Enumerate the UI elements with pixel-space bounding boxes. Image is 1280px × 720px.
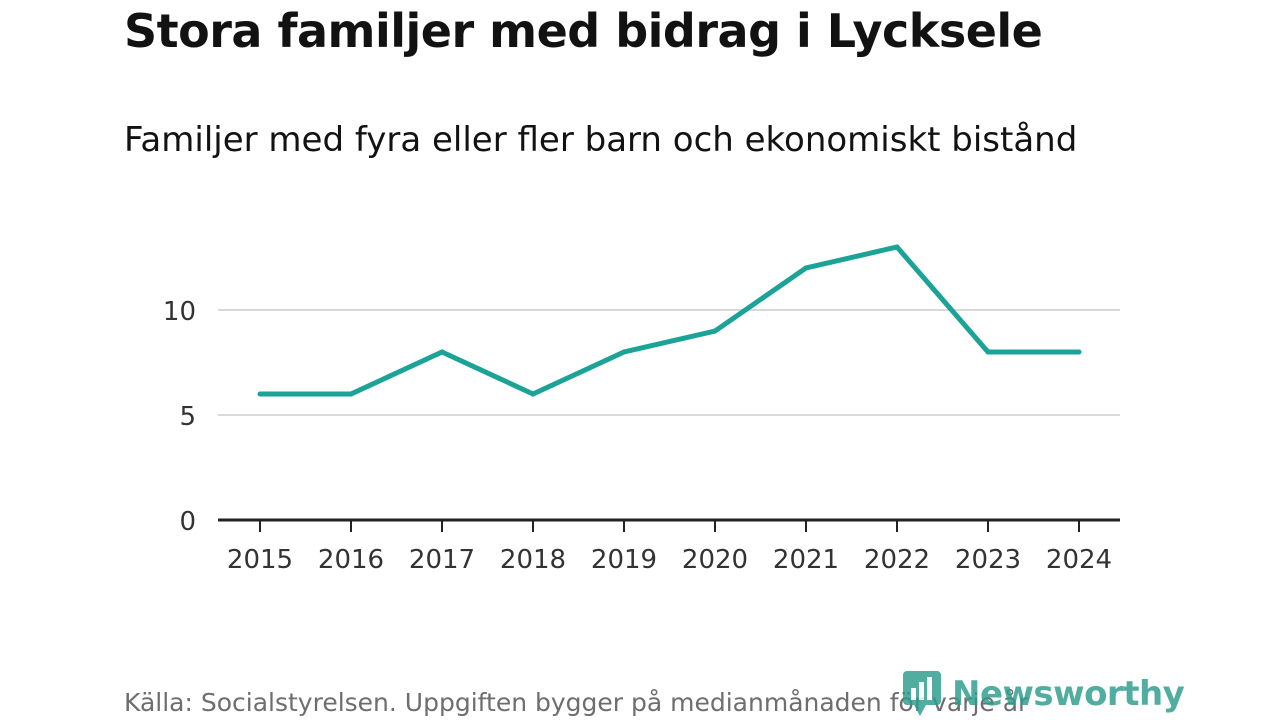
y-tick-label: 10	[163, 297, 196, 327]
y-tick-label: 5	[179, 402, 196, 432]
data-point	[530, 391, 536, 397]
x-tick-label: 2024	[1046, 545, 1112, 575]
gridlines	[218, 309, 1120, 416]
x-tick-label: 2017	[409, 545, 475, 575]
data-point	[621, 349, 627, 355]
x-tick-label: 2015	[227, 545, 293, 575]
x-tick-label: 2021	[773, 545, 839, 575]
data-point	[439, 349, 445, 355]
newsworthy-icon	[903, 671, 941, 716]
x-tick-label: 2023	[955, 545, 1021, 575]
x-tick-label: 2020	[682, 545, 748, 575]
source-note: Källa: Socialstyrelsen. Uppgiften bygger…	[124, 688, 1029, 717]
data-point	[894, 244, 900, 250]
data-point	[985, 349, 991, 355]
series-lines	[257, 244, 1082, 397]
x-tick-label: 2019	[591, 545, 657, 575]
data-point	[348, 391, 354, 397]
data-point	[712, 328, 718, 334]
data-point	[803, 265, 809, 271]
chart-title: Stora familjer med bidrag i Lycksele	[124, 4, 1043, 58]
brand-name: Newsworthy	[952, 674, 1185, 714]
x-axis-ticks: 2015 2016 2017 2018 2019 2020 2021 2022 2023 2024	[227, 520, 1112, 575]
chart-subtitle: Familjer med fyra eller fler barn och ek…	[124, 120, 1078, 160]
x-tick-label: 2018	[500, 545, 566, 575]
y-tick-label: 0	[179, 507, 196, 537]
data-point	[1076, 349, 1082, 355]
data-point	[257, 391, 263, 397]
x-tick-label: 2016	[318, 545, 384, 575]
x-tick-label: 2022	[864, 545, 930, 575]
line-chart: 0 5 10 2015 2016 2017 2018 2019 2020 2021 2022 202…	[163, 244, 1120, 575]
series-line	[260, 244, 1079, 397]
y-axis-ticks: 0 5 10	[163, 297, 196, 537]
brand-logo[interactable]: Newsworthy	[902, 670, 1185, 718]
